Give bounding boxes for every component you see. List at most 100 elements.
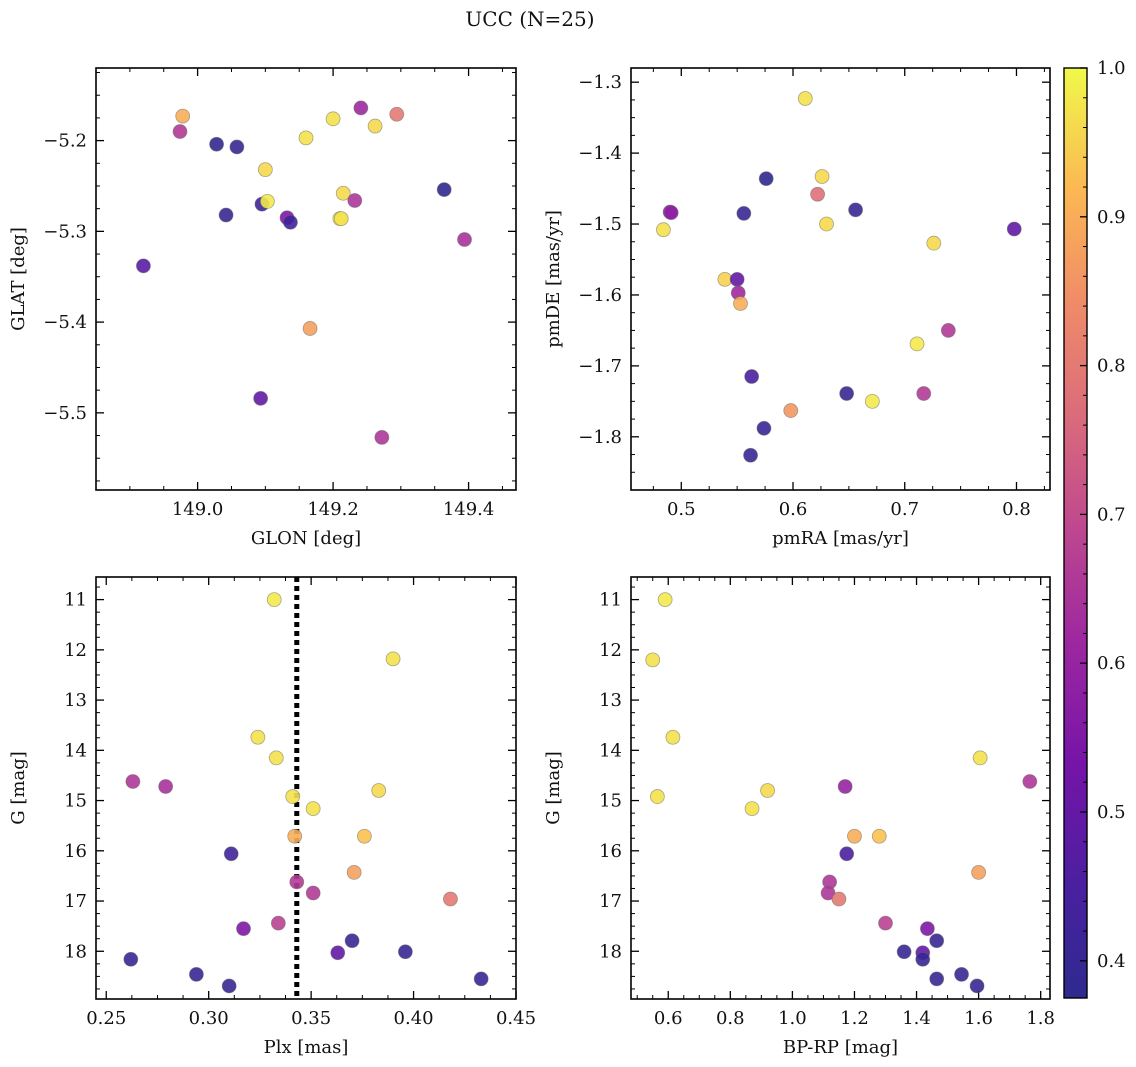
scatter-point bbox=[347, 193, 363, 208]
scatter-point bbox=[814, 169, 830, 184]
scatter-point bbox=[371, 783, 387, 798]
y-tick-label: 18 bbox=[599, 941, 622, 962]
y-tick-label: −5.2 bbox=[43, 131, 87, 152]
colorbar-tick-label: 0.8 bbox=[1097, 356, 1126, 377]
scatter-point bbox=[969, 978, 985, 994]
scatter-point bbox=[268, 750, 284, 766]
scatter-point bbox=[223, 846, 239, 862]
x-tick-label: 0.25 bbox=[86, 1008, 126, 1029]
scatter-point bbox=[909, 336, 925, 352]
scatter-point bbox=[1022, 774, 1038, 789]
y-tick-label: −1.3 bbox=[578, 72, 622, 93]
scatter-point bbox=[871, 828, 887, 844]
colorbar: 0.4 0.5 0.6 0.7 0.8 0.9 1.0 bbox=[1063, 58, 1126, 999]
x-axis-label: BP-RP [mag] bbox=[783, 1037, 898, 1058]
panel-glon-glat: 149.0 149.2 149.4 −5.2 −5.3 −5.4 −5.5 GLON [deg… bbox=[8, 67, 517, 549]
y-tick-label: 15 bbox=[64, 791, 87, 812]
scatter-point bbox=[972, 750, 988, 766]
scatter-point bbox=[940, 323, 956, 338]
scatter-point bbox=[1006, 221, 1022, 237]
scatter-point bbox=[847, 828, 862, 844]
scatter-point bbox=[221, 978, 237, 994]
scatter-point bbox=[837, 779, 853, 794]
scatter-point bbox=[397, 944, 413, 960]
scatter-point bbox=[839, 386, 855, 401]
scatter-point bbox=[266, 592, 282, 608]
scatter-point bbox=[736, 205, 752, 221]
colorbar-tick-label: 0.6 bbox=[1097, 653, 1126, 674]
scatter-point bbox=[253, 390, 269, 406]
scatter-point bbox=[443, 891, 458, 907]
y-tick-label: −1.7 bbox=[578, 356, 622, 377]
scatter-point bbox=[760, 783, 775, 798]
scatter-point bbox=[926, 235, 942, 251]
colorbar-tick-label: 0.9 bbox=[1097, 207, 1126, 228]
scatter-point bbox=[250, 729, 266, 745]
figure-title: UCC (N=25) bbox=[465, 7, 594, 31]
x-tick-label: 1.6 bbox=[964, 1008, 993, 1029]
colorbar-tick-label: 0.7 bbox=[1097, 504, 1126, 525]
y-tick-label: 18 bbox=[64, 941, 87, 962]
scatter-point bbox=[285, 789, 301, 804]
y-tick-label: 17 bbox=[64, 891, 87, 912]
x-tick-label: 0.6 bbox=[654, 1008, 683, 1029]
scatter-point bbox=[848, 202, 863, 218]
scatter-point bbox=[289, 874, 305, 890]
scatter-point bbox=[839, 846, 855, 862]
scatter-point bbox=[158, 779, 174, 794]
x-tick-label: 1.0 bbox=[778, 1008, 807, 1029]
scatter-point bbox=[218, 207, 234, 223]
y-tick-label: 14 bbox=[64, 740, 87, 761]
scatter-point bbox=[344, 933, 360, 949]
scatter-point bbox=[756, 420, 772, 436]
y-tick-label: 11 bbox=[599, 590, 622, 611]
scatter-point bbox=[270, 915, 286, 931]
y-tick-label: −1.4 bbox=[578, 143, 622, 164]
panels: 149.0 149.2 149.4 −5.2 −5.3 −5.4 −5.5 GLON [deg… bbox=[8, 67, 1055, 1058]
scatter-point bbox=[229, 139, 245, 155]
colorbar-gradient bbox=[1063, 67, 1088, 999]
scatter-point bbox=[436, 182, 452, 198]
panel-pmra-pmde: 0.5 0.6 0.7 0.8 −1.3 −1.4 −1.5 −1.6 −1.7 −1.8 pmRA… bbox=[543, 67, 1051, 549]
scatter-point bbox=[367, 118, 383, 134]
colorbar-tick-label: 1.0 bbox=[1097, 58, 1126, 79]
panel-bprp-g: 0.6 0.8 1.0 1.2 1.4 1.6 1.8 11 12 13 14 15 16 17 18 BP-… bbox=[543, 576, 1055, 1058]
x-tick-label: 0.6 bbox=[779, 499, 808, 520]
scatter-point bbox=[236, 921, 251, 937]
y-axis-label: GLAT [deg] bbox=[8, 227, 29, 331]
axes-frame bbox=[630, 67, 1051, 491]
scatter-point bbox=[346, 865, 362, 880]
x-tick-label: 149.4 bbox=[443, 499, 495, 520]
scatter-point bbox=[305, 885, 321, 901]
scatter-point bbox=[729, 271, 745, 287]
scatter-point bbox=[656, 222, 671, 238]
colorbar-tick-label: 0.4 bbox=[1097, 951, 1126, 972]
axes-frame bbox=[95, 67, 517, 491]
scatter-point bbox=[333, 211, 349, 227]
scatter-point bbox=[915, 951, 931, 967]
colorbar-tick-label: 0.5 bbox=[1097, 802, 1126, 823]
y-tick-label: 11 bbox=[64, 590, 87, 611]
scatter-point bbox=[374, 429, 390, 445]
scatter-point bbox=[188, 966, 204, 982]
scatter-point bbox=[259, 194, 275, 209]
scatter-point bbox=[136, 258, 151, 274]
scatter-point bbox=[123, 951, 139, 967]
scatter-point bbox=[385, 651, 401, 667]
scatter-point bbox=[175, 108, 191, 124]
x-tick-label: 0.8 bbox=[1002, 499, 1031, 520]
scatter-point bbox=[665, 729, 681, 745]
scatter-point bbox=[283, 214, 298, 230]
y-tick-label: 13 bbox=[599, 690, 622, 711]
x-tick-label: 0.40 bbox=[394, 1008, 434, 1029]
axes-frame bbox=[95, 576, 517, 1000]
scatter-point bbox=[810, 186, 825, 202]
x-axis-label: GLON [deg] bbox=[251, 528, 361, 549]
x-tick-label: 0.45 bbox=[496, 1008, 536, 1029]
colorbar-ticks: 0.4 0.5 0.6 0.7 0.8 0.9 1.0 bbox=[1080, 58, 1126, 972]
y-tick-label: −5.4 bbox=[43, 312, 87, 333]
scatter-point bbox=[649, 789, 665, 804]
x-tick-label: 1.8 bbox=[1026, 1008, 1055, 1029]
scatter-point bbox=[744, 801, 760, 816]
